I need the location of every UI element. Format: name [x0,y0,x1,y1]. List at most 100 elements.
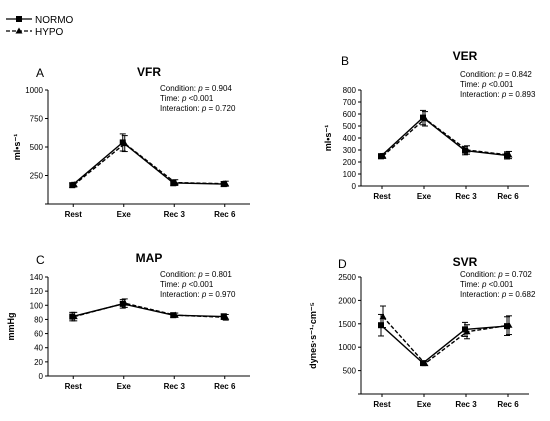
stat-time: Time: p <0.001 [460,280,514,289]
x-tick-label: Rest [373,400,391,409]
stat-condition: Condition: p = 0.904 [160,84,232,93]
series-line [382,117,510,157]
panel-letter: C [36,253,45,267]
data-point [70,181,78,188]
data-point [222,313,230,320]
data-point [378,322,384,329]
data-point [171,179,179,186]
x-tick-label: Rec 6 [497,400,519,409]
data-point [379,313,387,320]
stat-time: Time: p <0.001 [160,94,214,103]
y-tick-label: 500 [343,367,357,376]
y-tick-label: 80 [34,315,43,324]
data-point [379,152,387,159]
x-tick-label: Rest [65,382,83,391]
y-tick-label: 250 [30,172,44,181]
stat-interaction: Interaction: p = 0.970 [160,290,236,299]
x-tick-label: Rest [65,210,83,219]
y-tick-label: 750 [30,115,44,124]
data-point [420,114,426,121]
y-axis-label: mmHg [6,312,16,340]
series-line [71,141,224,186]
panel-c: C MAP 0 20 40 60 80 100 120 140 Rest Exe Rec 3 Rec 6 m… [6,251,250,391]
data-point [505,321,513,328]
x-tick-label: Rec 3 [164,382,186,391]
y-axis-label: ml•s⁻¹ [323,125,333,151]
y-tick-label: 60 [34,330,43,339]
series-normo [378,313,510,367]
panel-letter: A [36,66,44,80]
x-tick-label: Rec 3 [455,400,477,409]
panel-title: SVR [453,255,478,269]
panel-title: VFR [137,65,161,79]
x-tick-label: Rec 6 [497,192,519,201]
x-tick-label: Rest [373,192,391,201]
y-tick-label: 2000 [338,296,356,305]
series-hypo [70,298,230,322]
y-tick-label: 800 [343,86,357,95]
y-tick-label: 140 [30,273,44,282]
data-point [70,313,78,320]
panel-title: VER [453,49,478,63]
panel-letter: D [338,257,347,271]
y-tick-label: 0 [39,372,44,381]
y-tick-label: 20 [34,358,43,367]
data-point [222,180,230,187]
data-point [463,146,471,153]
series-normo [69,299,227,322]
series-hypo [70,135,230,188]
data-point [171,311,179,318]
stat-condition: Condition: p = 0.702 [460,270,532,279]
y-axis-label: ml•s⁻¹ [12,134,22,160]
y-tick-label: 1000 [338,343,356,352]
y-tick-label: 100 [30,301,44,310]
data-point [421,360,429,367]
data-point [463,328,471,335]
x-tick-label: Exe [117,382,132,391]
series-line [72,303,224,318]
legend-hypo-label: HYPO [35,27,64,38]
data-point [421,115,429,122]
y-axis-label: dynes·s⁻¹·cm⁻⁵ [308,302,318,369]
panel-a: A VFR 250 500 750 1000 Rest Exe Rec 3 Rec 6 ml•s⁻¹… [12,65,250,219]
data-point [462,326,468,333]
series-normo [378,109,510,160]
series-normo [69,133,227,189]
y-tick-label: 1500 [338,320,356,329]
legend-normo-label: NORMO [35,15,74,26]
y-tick-label: 120 [30,287,44,296]
stat-interaction: Interaction: p = 0.682 [460,290,536,299]
y-tick-label: 300 [343,146,357,155]
stat-interaction: Interaction: p = 0.893 [460,90,536,99]
x-tick-label: Exe [417,192,432,201]
series-line [74,302,226,318]
y-tick-label: 500 [343,122,357,131]
panel-title: MAP [136,251,163,265]
y-tick-label: 2500 [338,273,356,282]
y-tick-label: 0 [352,182,357,191]
data-point [119,139,126,146]
x-tick-label: Rec 6 [214,382,236,391]
data-point [505,151,513,158]
stat-time: Time: p <0.001 [460,80,514,89]
panel-d: D SVR 500 1000 1500 2000 2500 Rest Exe Rec 3 Rec 6… [308,255,536,409]
panel-b: B VER 0 100 200 300 400 500 600 700 800 Rest Exe Rec … [323,49,536,201]
legend-hypo-marker [15,27,23,34]
y-tick-label: 400 [343,134,357,143]
data-point [121,299,129,306]
y-tick-label: 500 [30,143,44,152]
x-tick-label: Rec 3 [164,210,186,219]
y-tick-label: 200 [343,158,357,167]
y-tick-label: 700 [343,98,357,107]
x-tick-label: Exe [117,210,132,219]
stat-interaction: Interaction: p = 0.720 [160,104,236,113]
x-tick-label: Exe [417,400,432,409]
stat-condition: Condition: p = 0.801 [160,270,232,279]
series-hypo [379,111,513,160]
series-line [73,142,226,186]
series-line [382,316,510,365]
series-line [380,324,508,365]
y-tick-label: 600 [343,110,357,119]
y-tick-label: 40 [34,344,43,353]
